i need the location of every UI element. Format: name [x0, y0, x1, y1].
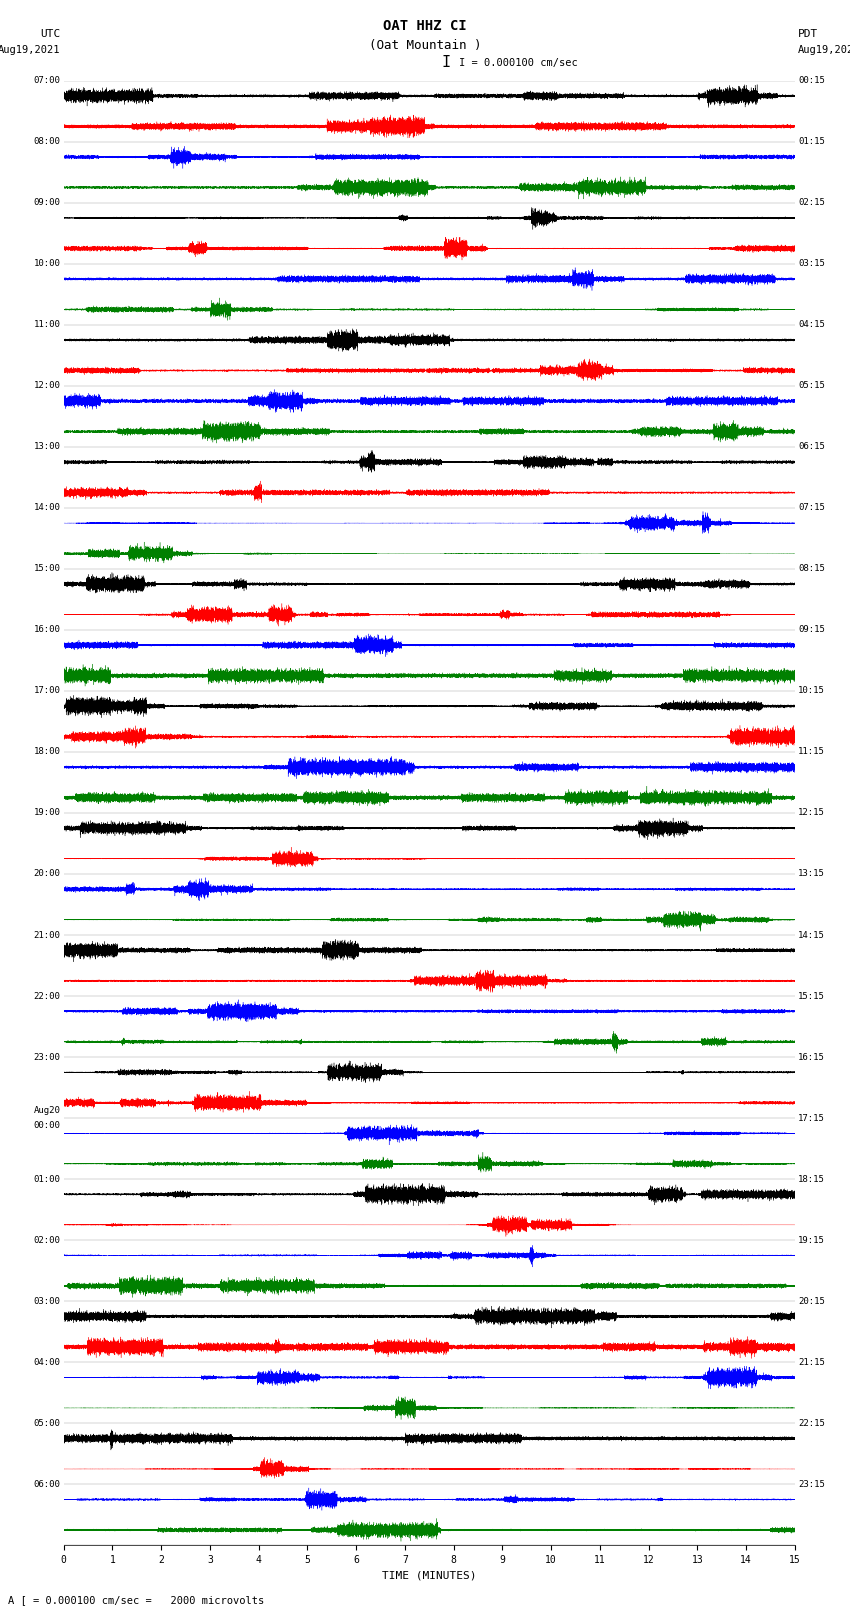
Text: 15:00: 15:00	[33, 565, 60, 573]
Text: 21:00: 21:00	[33, 931, 60, 939]
Text: OAT HHZ CI: OAT HHZ CI	[383, 19, 467, 34]
Text: 08:00: 08:00	[33, 137, 60, 147]
Text: 20:15: 20:15	[798, 1297, 825, 1305]
Text: 10:00: 10:00	[33, 260, 60, 268]
Text: 14:15: 14:15	[798, 931, 825, 939]
Text: 11:15: 11:15	[798, 747, 825, 756]
Text: 07:00: 07:00	[33, 76, 60, 85]
Text: 00:15: 00:15	[798, 76, 825, 85]
Text: 23:15: 23:15	[798, 1479, 825, 1489]
Text: 02:15: 02:15	[798, 198, 825, 206]
Text: 14:00: 14:00	[33, 503, 60, 513]
Text: 16:15: 16:15	[798, 1053, 825, 1061]
X-axis label: TIME (MINUTES): TIME (MINUTES)	[382, 1571, 477, 1581]
Text: 17:15: 17:15	[798, 1113, 825, 1123]
Text: 21:15: 21:15	[798, 1358, 825, 1366]
Text: 20:00: 20:00	[33, 869, 60, 879]
Text: I = 0.000100 cm/sec: I = 0.000100 cm/sec	[459, 58, 578, 68]
Text: 01:15: 01:15	[798, 137, 825, 147]
Text: Aug20: Aug20	[33, 1107, 60, 1115]
Text: I: I	[442, 55, 450, 69]
Text: 15:15: 15:15	[798, 992, 825, 1000]
Text: 19:00: 19:00	[33, 808, 60, 818]
Text: 04:00: 04:00	[33, 1358, 60, 1366]
Text: 09:15: 09:15	[798, 626, 825, 634]
Text: 07:15: 07:15	[798, 503, 825, 513]
Text: 06:15: 06:15	[798, 442, 825, 452]
Text: 18:15: 18:15	[798, 1174, 825, 1184]
Text: 03:00: 03:00	[33, 1297, 60, 1305]
Text: 00:00: 00:00	[33, 1121, 60, 1131]
Text: 22:15: 22:15	[798, 1419, 825, 1428]
Text: 09:00: 09:00	[33, 198, 60, 206]
Text: Aug19,2021: Aug19,2021	[0, 45, 60, 55]
Text: 11:00: 11:00	[33, 321, 60, 329]
Text: Aug19,2021: Aug19,2021	[798, 45, 850, 55]
Text: 10:15: 10:15	[798, 687, 825, 695]
Text: 23:00: 23:00	[33, 1053, 60, 1061]
Text: A [ = 0.000100 cm/sec =   2000 microvolts: A [ = 0.000100 cm/sec = 2000 microvolts	[8, 1595, 264, 1605]
Text: 02:00: 02:00	[33, 1236, 60, 1245]
Text: 04:15: 04:15	[798, 321, 825, 329]
Text: 13:15: 13:15	[798, 869, 825, 879]
Text: 05:15: 05:15	[798, 381, 825, 390]
Text: 03:15: 03:15	[798, 260, 825, 268]
Text: PDT: PDT	[798, 29, 819, 39]
Text: 05:00: 05:00	[33, 1419, 60, 1428]
Text: UTC: UTC	[40, 29, 60, 39]
Text: 17:00: 17:00	[33, 687, 60, 695]
Text: 22:00: 22:00	[33, 992, 60, 1000]
Text: 12:00: 12:00	[33, 381, 60, 390]
Text: 06:00: 06:00	[33, 1479, 60, 1489]
Text: 16:00: 16:00	[33, 626, 60, 634]
Text: 08:15: 08:15	[798, 565, 825, 573]
Text: 12:15: 12:15	[798, 808, 825, 818]
Text: 18:00: 18:00	[33, 747, 60, 756]
Text: 19:15: 19:15	[798, 1236, 825, 1245]
Text: 13:00: 13:00	[33, 442, 60, 452]
Text: 01:00: 01:00	[33, 1174, 60, 1184]
Text: (Oat Mountain ): (Oat Mountain )	[369, 39, 481, 52]
